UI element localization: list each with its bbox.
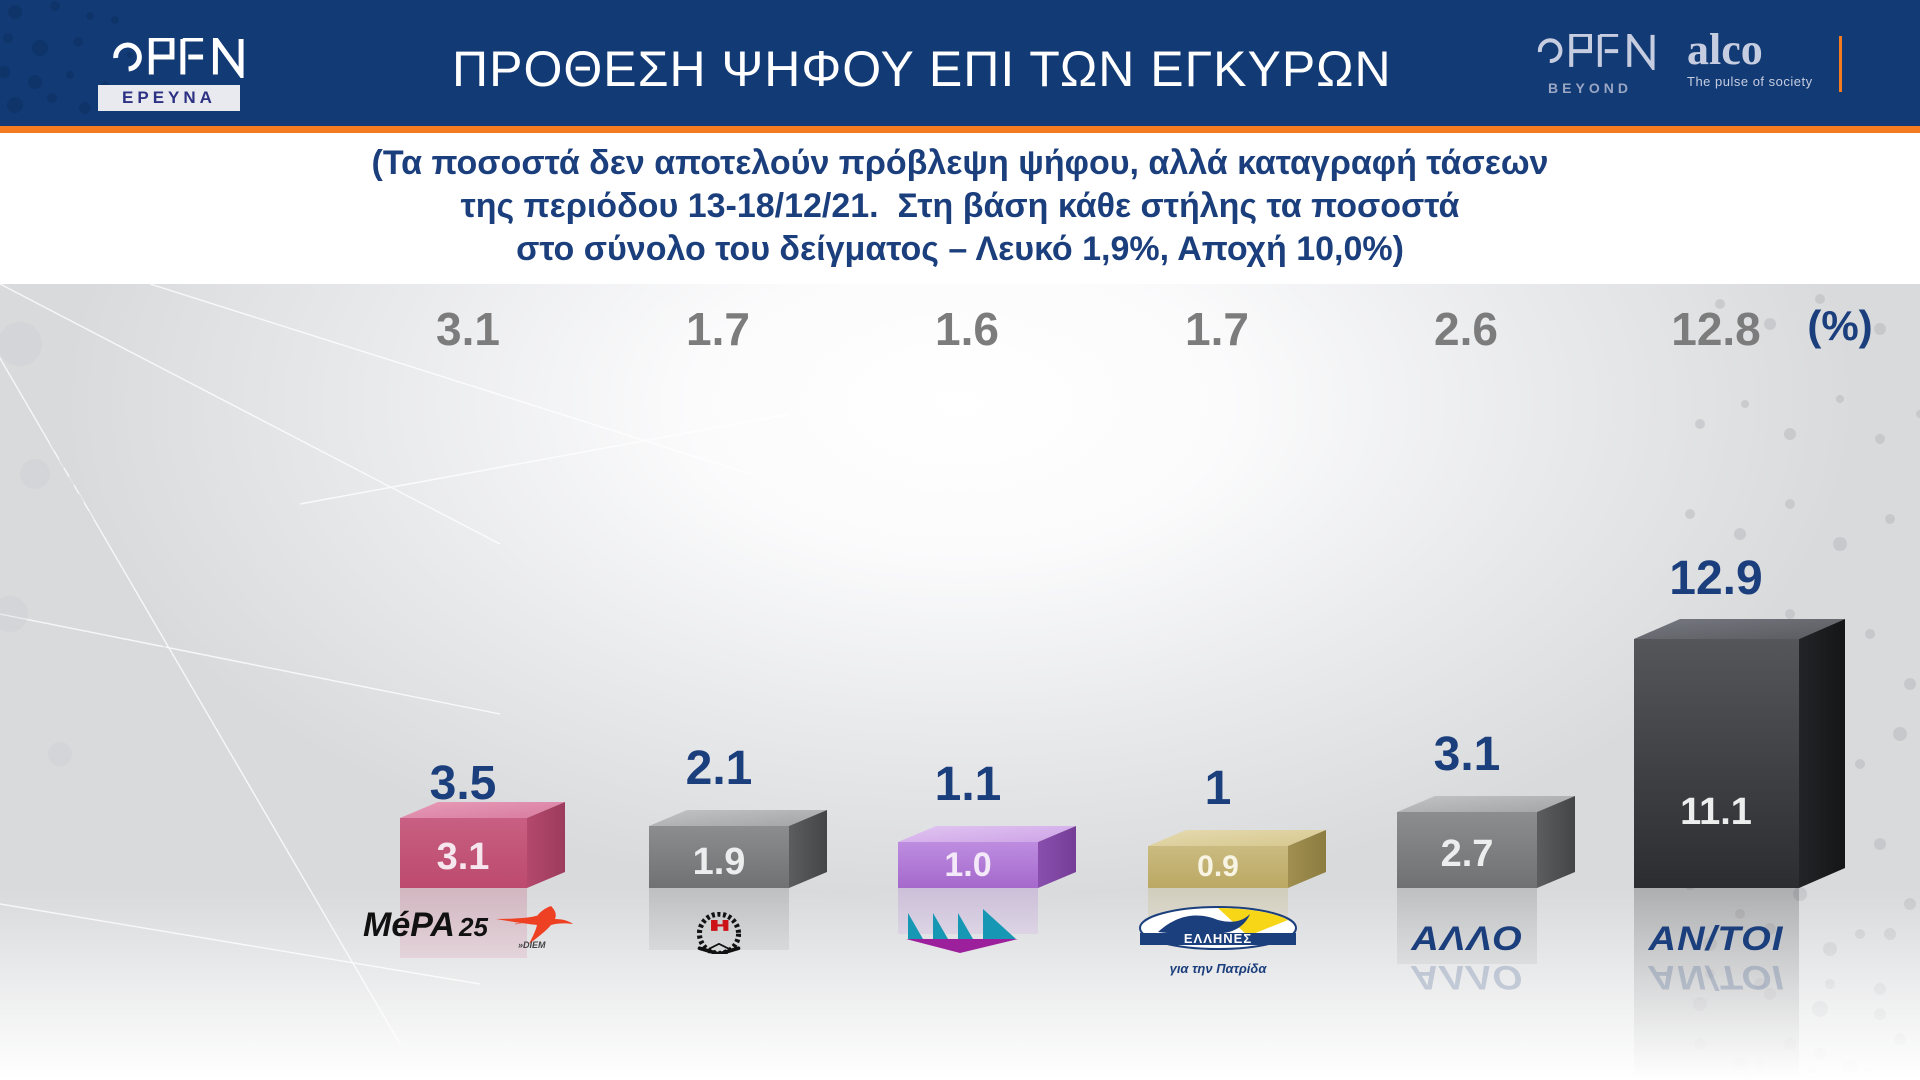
svg-text:3.5: 3.5: [430, 757, 497, 810]
svg-text:2.7: 2.7: [1441, 833, 1494, 875]
svg-text:1.0: 1.0: [944, 846, 991, 884]
svg-text:1.1: 1.1: [935, 758, 1002, 811]
svg-text:11.1: 11.1: [1680, 791, 1752, 833]
svg-text:0.9: 0.9: [1197, 850, 1239, 883]
svg-text:MéPA: MéPA: [363, 906, 455, 944]
svg-text:1.9: 1.9: [693, 841, 746, 883]
svg-text:1: 1: [1205, 762, 1232, 815]
svg-text:ΕΛΛΗΝΕΣ: ΕΛΛΗΝΕΣ: [1184, 931, 1252, 946]
svg-text:12.9: 12.9: [1669, 552, 1762, 605]
svg-text:2.1: 2.1: [686, 742, 753, 795]
svg-text:»DIEM: »DIEM: [518, 940, 546, 950]
svg-text:25: 25: [458, 912, 488, 942]
svg-text:3.1: 3.1: [1434, 728, 1501, 781]
svg-text:3.1: 3.1: [437, 836, 490, 878]
